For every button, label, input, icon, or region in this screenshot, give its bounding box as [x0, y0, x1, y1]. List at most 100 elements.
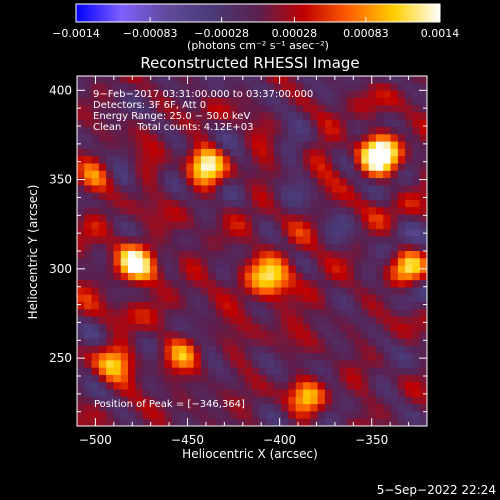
heatmap-cell [288, 112, 297, 121]
heatmap-cell [273, 302, 282, 310]
heatmap-cell [106, 360, 114, 369]
heatmap-cell [332, 345, 340, 354]
heatmap-cell [405, 90, 413, 99]
heatmap-cell [91, 229, 100, 237]
heatmap-cell [171, 221, 180, 230]
heatmap-cell [390, 294, 399, 303]
heatmap-cell [303, 331, 311, 339]
heatmap-cell [368, 105, 377, 113]
heatmap-cell [91, 185, 100, 194]
heatmap-cell [222, 338, 231, 347]
heatmap-cell [193, 396, 202, 405]
heatmap-cell [157, 265, 165, 274]
heatmap-cell [390, 396, 399, 405]
heatmap-cell [142, 185, 151, 194]
heatmap-cell [310, 265, 319, 274]
heatmap-cell [200, 207, 209, 215]
heatmap-cell [77, 192, 85, 201]
heatmap-cell [164, 360, 173, 369]
heatmap-cell [368, 302, 377, 310]
heatmap-cell [266, 360, 275, 369]
heatmap-cell [244, 323, 253, 332]
heatmap-cell [244, 353, 253, 361]
heatmap-cell [222, 243, 231, 252]
heatmap-cell [237, 236, 246, 245]
heatmap-cell [120, 236, 129, 245]
heatmap-cell [354, 265, 362, 274]
heatmap-cell [266, 411, 275, 420]
heatmap-cell [266, 105, 275, 113]
heatmap-cell [215, 287, 224, 296]
heatmap-cell [128, 404, 136, 412]
heatmap-cell [222, 374, 231, 383]
heatmap-cell [332, 134, 340, 143]
heatmap-cell [339, 309, 348, 318]
heatmap-cell [222, 251, 231, 259]
heatmap-cell [281, 134, 289, 143]
heatmap-cell [128, 374, 136, 383]
heatmap-cell [259, 134, 267, 143]
heatmap-cell [222, 170, 231, 179]
heatmap-cell [332, 382, 340, 390]
heatmap-cell [419, 418, 427, 426]
heatmap-cell [405, 396, 413, 405]
heatmap-cell [303, 265, 311, 274]
heatmap-cell [383, 192, 391, 201]
heatmap-cell [273, 331, 282, 339]
heatmap-cell [200, 83, 209, 91]
heatmap-cell [135, 207, 144, 215]
heatmap-cell [120, 134, 129, 143]
heatmap-cell [339, 272, 348, 281]
heatmap-cell [295, 345, 304, 354]
heatmap-cell [346, 316, 355, 325]
heatmap-cell [339, 353, 348, 361]
heatmap-cell [397, 396, 406, 405]
heatmap-cell [142, 309, 151, 318]
heatmap-cell [346, 192, 355, 201]
heatmap-cell [186, 411, 195, 420]
heatmap-cell [164, 163, 173, 172]
heatmap-cell [317, 265, 326, 274]
heatmap-cell [149, 287, 158, 296]
heatmap-cell [113, 221, 122, 230]
heatmap-cell [317, 119, 326, 128]
heatmap-cell [113, 236, 122, 245]
heatmap-cell [179, 76, 187, 84]
heatmap-cell [237, 76, 246, 84]
heatmap-cell [91, 294, 100, 303]
heatmap-cell [390, 185, 399, 194]
heatmap-cell [193, 148, 202, 157]
heatmap-cell [149, 265, 158, 274]
heatmap-cell [113, 97, 122, 106]
heatmap-cell [222, 134, 231, 143]
heatmap-cell [266, 374, 275, 383]
heatmap-cell [259, 411, 267, 420]
heatmap-cell [303, 90, 311, 99]
heatmap-cell [361, 280, 370, 288]
heatmap-cell [281, 345, 289, 354]
heatmap-cell [193, 83, 202, 91]
heatmap-cell [354, 192, 362, 201]
heatmap-cell [215, 404, 224, 412]
heatmap-cell [419, 141, 427, 150]
heatmap-cell [193, 374, 202, 383]
heatmap-cell [84, 148, 92, 157]
heatmap-cell [237, 309, 246, 318]
heatmap-cell [222, 221, 231, 230]
heatmap-cell [405, 178, 413, 186]
heatmap-cell [303, 360, 311, 369]
heatmap-cell [98, 236, 107, 245]
heatmap-cell [215, 374, 224, 383]
heatmap-cell [383, 345, 391, 354]
heatmap-cell [281, 178, 289, 186]
heatmap-cell [281, 170, 289, 179]
heatmap-cell [390, 221, 399, 230]
heatmap-cell [179, 97, 187, 106]
heatmap-cell [142, 105, 151, 113]
heatmap-cell [412, 418, 421, 426]
heatmap-cell [237, 119, 246, 128]
heatmap-cell [186, 353, 195, 361]
heatmap-cell [390, 83, 399, 91]
heatmap-cell [84, 251, 92, 259]
heatmap-cell [157, 389, 165, 398]
